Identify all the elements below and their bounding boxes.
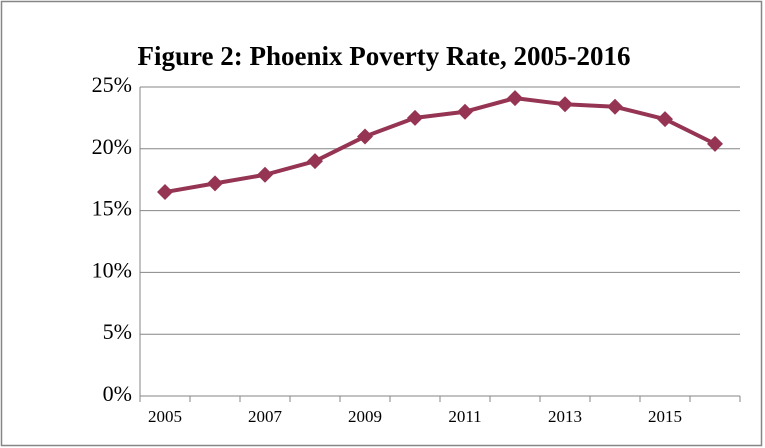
y-tick-label: 5% bbox=[103, 319, 132, 344]
marker bbox=[207, 175, 223, 192]
marker bbox=[407, 109, 423, 126]
y-tick-label: 0% bbox=[103, 381, 132, 406]
y-tick-label: 15% bbox=[92, 196, 132, 221]
marker bbox=[357, 128, 373, 145]
marker bbox=[507, 90, 523, 107]
y-tick-label: 20% bbox=[92, 134, 132, 159]
marker bbox=[257, 166, 273, 183]
y-tick-label: 10% bbox=[92, 257, 132, 282]
marker bbox=[557, 96, 573, 113]
marker bbox=[157, 184, 173, 201]
x-tick-label: 2013 bbox=[548, 407, 582, 426]
y-tick-label: 25% bbox=[92, 72, 132, 97]
marker bbox=[707, 135, 723, 152]
line-series bbox=[164, 96, 716, 195]
x-tick-label: 2015 bbox=[648, 407, 682, 426]
x-tick-label: 2009 bbox=[348, 407, 382, 426]
x-tick-label: 2005 bbox=[148, 407, 182, 426]
x-tick-label: 2007 bbox=[248, 407, 283, 426]
marker bbox=[457, 103, 473, 120]
marker bbox=[607, 98, 623, 115]
marker bbox=[657, 111, 673, 128]
marker bbox=[307, 153, 323, 170]
chart-title: Figure 2: Phoenix Poverty Rate, 2005-201… bbox=[138, 41, 631, 71]
x-tick-label: 2011 bbox=[448, 407, 481, 426]
